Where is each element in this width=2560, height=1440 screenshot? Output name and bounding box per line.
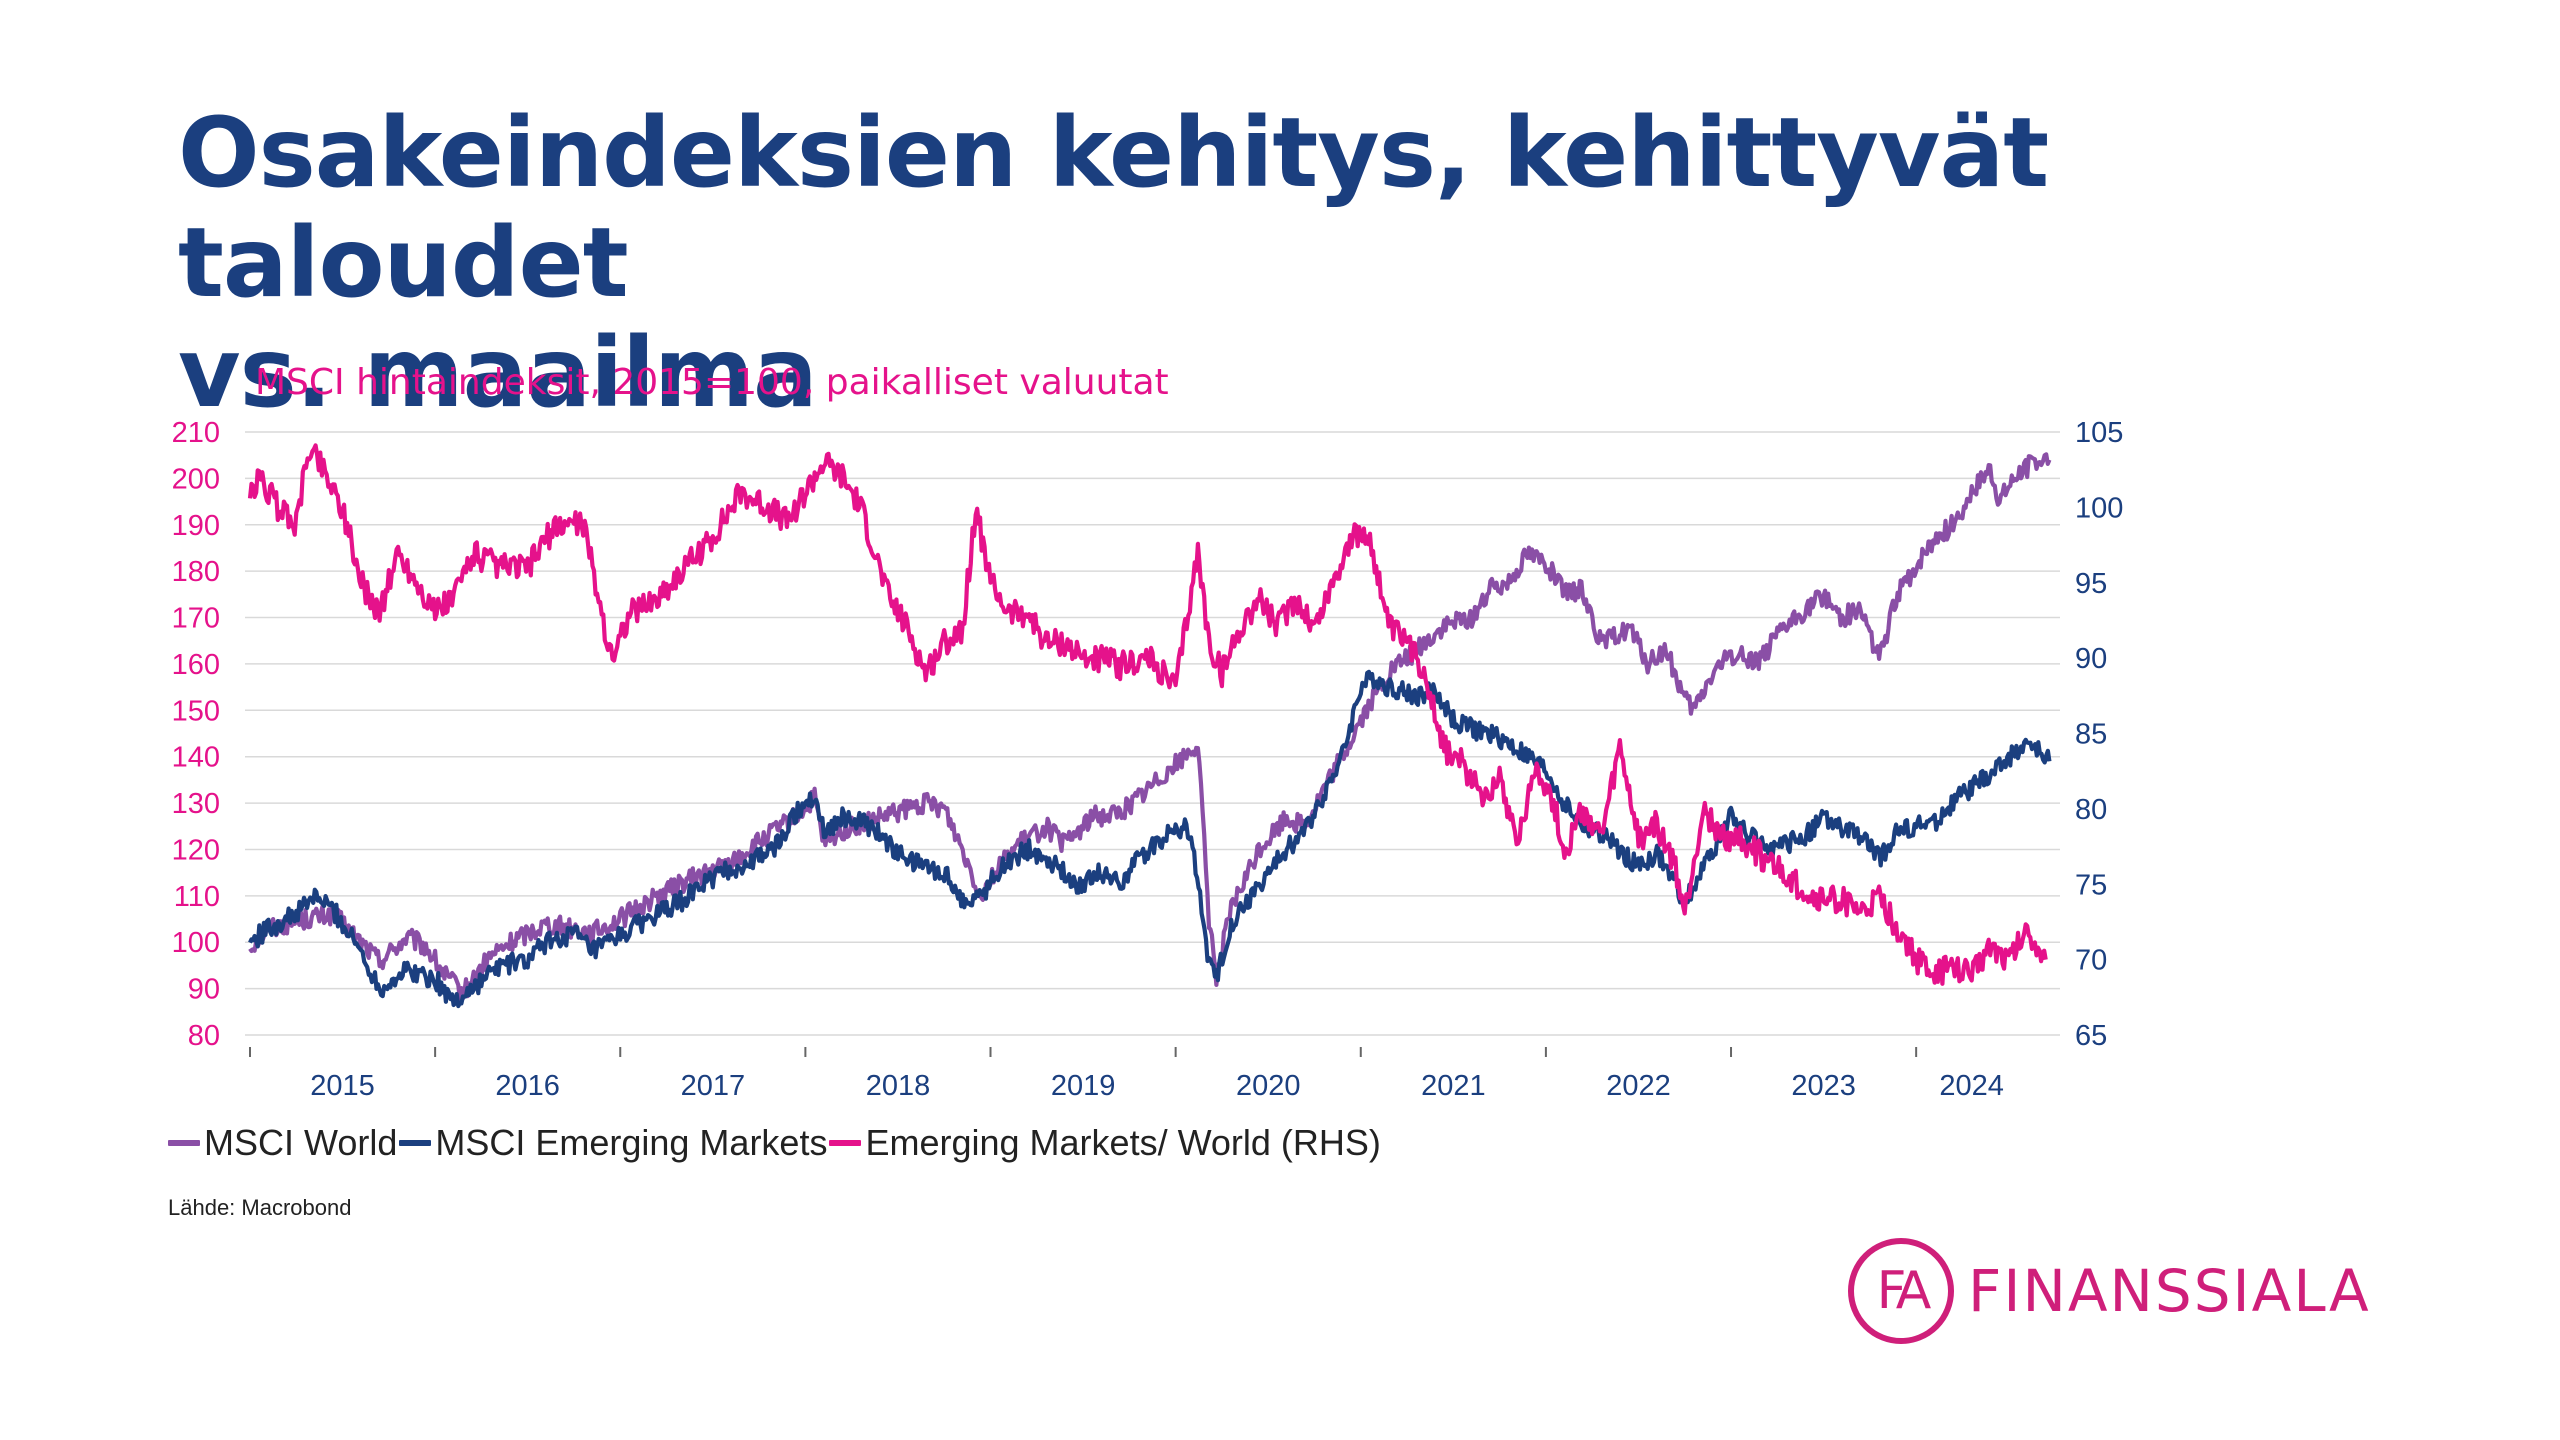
y-right-tick-label: 75: [2075, 869, 2107, 901]
y-left-tick-label: 90: [188, 974, 220, 1006]
x-tick-label: 2024: [1939, 1070, 2004, 1102]
x-tick-label: 2023: [1791, 1070, 1856, 1102]
slide-title-line-1: Osakeindeksien kehitys, kehittyvät talou…: [178, 97, 2049, 319]
y-left-tick-label: 200: [172, 463, 220, 495]
y-left-tick-label: 150: [172, 695, 220, 727]
series-line-msci-world: [248, 452, 2052, 1002]
series-line-msci-emerging-markets: [248, 669, 2052, 1009]
y-left-tick-label: 100: [172, 927, 220, 959]
series-line-emerging-markets-world-rhs: [247, 443, 2048, 986]
legend-item-msci-em: MSCI Emerging Markets: [399, 1122, 827, 1164]
y-left-tick-label: 110: [174, 881, 220, 913]
legend-item-ratio: Emerging Markets/ World (RHS): [829, 1122, 1381, 1164]
y-right-tick-label: 90: [2075, 643, 2107, 675]
slide-title: Osakeindeksien kehitys, kehittyvät talou…: [178, 98, 2478, 428]
series-lines: [247, 443, 2052, 1009]
legend-label-msci-em: MSCI Emerging Markets: [435, 1122, 828, 1163]
legend-swatch-msci-world: [168, 1140, 200, 1146]
y-left-tick-label: 120: [172, 834, 220, 866]
x-tick-label: 2020: [1236, 1070, 1301, 1102]
x-tick-label: 2017: [681, 1070, 746, 1102]
y-right-tick-label: 105: [2075, 417, 2123, 449]
y-left-tick-label: 210: [172, 417, 220, 449]
y-left-tick-label: 160: [172, 649, 220, 681]
x-tick-label: 2018: [866, 1070, 931, 1102]
y-left-tick-label: 130: [172, 788, 220, 820]
y-right-tick-label: 95: [2075, 568, 2107, 600]
y-left-tick-label: 180: [172, 556, 220, 588]
x-tick-label: 2021: [1421, 1070, 1486, 1102]
legend-label-ratio: Emerging Markets/ World (RHS): [865, 1122, 1381, 1163]
y-right-tick-label: 100: [2075, 492, 2123, 524]
y-right-tick-label: 70: [2075, 945, 2107, 977]
y-left-tick-label: 190: [172, 510, 220, 542]
y-right-tick-label: 80: [2075, 794, 2107, 826]
y-left-tick-label: 170: [172, 603, 220, 635]
x-tick-label: 2019: [1051, 1070, 1116, 1102]
logo-text: FINANSSIALA: [1968, 1257, 2371, 1325]
chart-legend: MSCI World MSCI Emerging Markets Emergin…: [168, 1122, 1383, 1164]
y-left-tick-label: 80: [188, 1020, 220, 1052]
source-note: Lähde: Macrobond: [168, 1195, 352, 1220]
legend-label-msci-world: MSCI World: [204, 1122, 398, 1163]
x-tick-label: 2022: [1606, 1070, 1671, 1102]
y-left-tick-label: 140: [172, 742, 220, 774]
chart-subtitle: MSCI hintaindeksit, 2015=100, paikallise…: [255, 362, 1169, 403]
logo-mark: FA: [1848, 1238, 1954, 1344]
legend-swatch-msci-em: [399, 1140, 432, 1146]
y-right-tick-label: 85: [2075, 719, 2107, 751]
legend-swatch-ratio: [829, 1140, 862, 1146]
x-tick-label: 2015: [310, 1070, 375, 1102]
legend-item-msci-world: MSCI World: [168, 1122, 397, 1164]
x-tick-label: 2016: [495, 1070, 560, 1102]
finanssiala-logo: FA FINANSSIALA: [1848, 1238, 2371, 1344]
axes: 80 90 100 110 120 130 140 150 160 170 180 190 200 210…: [172, 417, 2124, 1102]
y-right-tick-label: 65: [2075, 1020, 2107, 1052]
slide-title-line-2: vs. maailma: [178, 317, 818, 429]
